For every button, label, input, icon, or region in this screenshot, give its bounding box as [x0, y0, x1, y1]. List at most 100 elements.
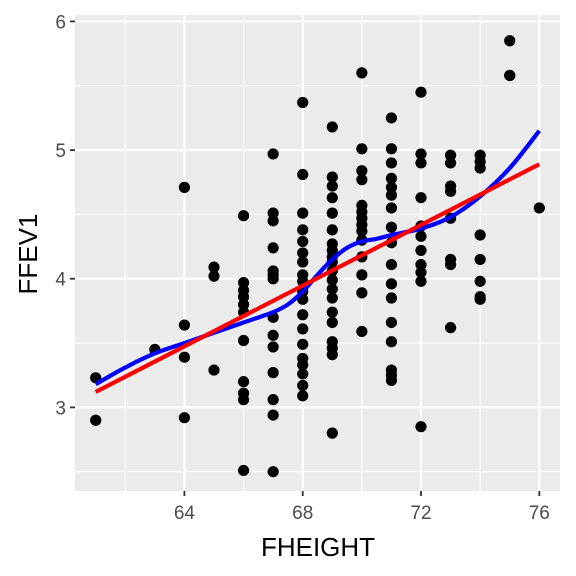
data-point — [474, 253, 486, 266]
data-point — [237, 394, 250, 406]
data-point — [326, 283, 338, 295]
data-point — [267, 242, 279, 254]
x-tick-label: 72 — [410, 503, 431, 524]
data-point — [415, 275, 427, 287]
series-line-smooth — [94, 129, 541, 387]
data-point — [356, 269, 368, 281]
data-point — [326, 316, 338, 329]
data-point — [385, 292, 398, 304]
data-point — [415, 148, 427, 160]
data-point — [237, 276, 250, 289]
data-point — [326, 207, 338, 219]
data-point — [385, 181, 398, 193]
y-axis-title: FFEV1 — [13, 214, 43, 295]
y-tick-label: 4 — [55, 270, 66, 291]
data-point — [237, 376, 250, 388]
data-point — [385, 157, 398, 169]
data-point — [237, 291, 250, 303]
x-axis-title: FHEIGHT — [261, 532, 375, 562]
data-point — [297, 256, 309, 268]
data-point — [237, 334, 250, 347]
data-point — [356, 325, 368, 338]
data-point — [297, 247, 309, 259]
data-point — [297, 235, 309, 248]
data-point — [356, 165, 368, 177]
y-axis: 3 4 5 6 — [55, 12, 75, 419]
data-point — [444, 322, 457, 334]
data-point — [385, 336, 398, 348]
data-point — [297, 168, 309, 181]
data-point — [415, 157, 427, 169]
data-point — [267, 341, 279, 353]
data-point — [356, 174, 368, 186]
data-point — [385, 143, 398, 155]
data-point — [385, 278, 398, 290]
data-point — [208, 270, 220, 282]
data-point — [504, 35, 516, 47]
data-point — [415, 86, 427, 98]
data-point — [385, 258, 398, 271]
data-point — [326, 306, 338, 318]
x-tick-label: 64 — [174, 503, 196, 524]
data-point — [356, 67, 368, 79]
data-point — [208, 364, 220, 376]
data-point — [385, 202, 398, 214]
data-point — [178, 351, 191, 363]
y-tick-label: 6 — [55, 12, 66, 33]
data-point — [297, 359, 309, 371]
data-point — [208, 261, 220, 273]
data-point — [178, 181, 191, 193]
data-point — [326, 192, 338, 204]
data-point — [326, 180, 338, 192]
data-point — [444, 149, 457, 161]
data-point — [237, 210, 250, 222]
data-point — [415, 192, 427, 204]
data-point — [415, 258, 427, 271]
data-point — [297, 338, 309, 350]
data-point — [474, 275, 486, 287]
data-point — [267, 148, 279, 160]
data-point — [326, 274, 338, 286]
data-point — [267, 394, 279, 406]
data-point — [326, 427, 338, 439]
data-point — [356, 225, 368, 237]
x-axis: 64 68 72 76 — [174, 491, 550, 524]
fit-lines — [94, 129, 541, 394]
data-point — [297, 379, 309, 392]
data-point — [297, 224, 309, 236]
data-point — [326, 224, 338, 236]
data-point — [415, 421, 427, 433]
data-point — [474, 293, 486, 305]
data-point — [178, 412, 191, 424]
data-point — [385, 374, 398, 386]
data-point — [297, 309, 309, 321]
data-point — [297, 368, 309, 380]
data-point — [415, 230, 427, 242]
data-point — [356, 143, 368, 155]
y-tick-label: 3 — [55, 398, 66, 419]
data-point — [385, 189, 398, 201]
data-point — [267, 215, 279, 227]
data-point — [415, 266, 427, 278]
data-point — [297, 207, 309, 219]
data-point — [237, 464, 250, 477]
data-point — [90, 414, 102, 426]
data-point — [444, 258, 457, 271]
data-point — [474, 229, 486, 241]
data-point — [267, 207, 279, 219]
data-point — [237, 298, 250, 311]
data-point — [326, 292, 338, 304]
data-point — [267, 273, 279, 285]
data-point — [178, 319, 191, 331]
data-point — [326, 171, 338, 183]
data-point — [297, 96, 309, 109]
data-point — [444, 185, 457, 197]
data-point — [533, 202, 545, 214]
y-tick-label: 5 — [55, 141, 66, 162]
data-point — [267, 466, 279, 478]
data-point — [385, 221, 398, 233]
x-tick-label: 76 — [529, 503, 550, 524]
data-point — [415, 244, 427, 257]
data-point — [297, 390, 309, 402]
x-tick-label: 68 — [292, 503, 313, 524]
